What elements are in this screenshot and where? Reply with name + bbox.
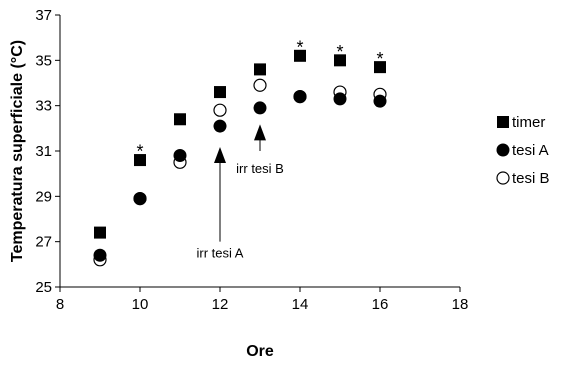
legend: timer tesi A tesi B	[496, 114, 550, 187]
data-point	[94, 226, 106, 239]
y-tick-label: 37	[35, 7, 52, 24]
data-point	[213, 103, 227, 117]
x-tick-label: 12	[212, 296, 229, 313]
annotation-label: irr tesi B	[236, 161, 284, 176]
data-point	[173, 149, 187, 163]
legend-label: timer	[512, 114, 545, 131]
y-axis-title: Temperatura superficiale (°C)	[9, 40, 26, 262]
data-point	[334, 54, 346, 67]
x-axis-title: Ore	[246, 343, 274, 360]
annotation-arrow-head	[214, 147, 226, 163]
data-point	[174, 113, 186, 126]
significance-star: *	[296, 37, 303, 57]
legend-label: tesi A	[512, 142, 549, 159]
data-point	[253, 78, 267, 92]
x-tick-label: 8	[56, 296, 64, 313]
significance-star: *	[336, 42, 343, 62]
data-point	[253, 101, 267, 115]
y-tick-label: 33	[35, 98, 52, 115]
data-point	[254, 63, 266, 76]
legend-label: tesi B	[512, 170, 550, 187]
legend-marker	[497, 116, 509, 128]
y-tick-label: 27	[35, 234, 52, 251]
annotation-arrow-head	[254, 124, 266, 141]
significance-star: *	[136, 142, 143, 162]
data-point	[214, 86, 226, 99]
y-tick-label: 25	[35, 279, 52, 296]
data-point	[93, 248, 107, 262]
data-point	[133, 192, 147, 206]
data-point	[333, 92, 347, 106]
series-timer	[94, 49, 386, 239]
data-point	[294, 49, 306, 62]
data-point	[213, 119, 227, 133]
annotation-label: irr tesi A	[197, 246, 244, 261]
x-tick-label: 16	[372, 296, 389, 313]
data-point	[374, 61, 386, 74]
axes: 25 27 29 31 33 35 37 8 10 12 14 16 18 Ore Temperatura …	[9, 7, 468, 360]
annotations: irr tesi A irr tesi B	[197, 124, 284, 261]
legend-marker	[496, 171, 510, 185]
y-tick-label: 35	[35, 52, 52, 69]
x-tick-label: 14	[292, 296, 309, 313]
y-tick-label: 31	[35, 143, 52, 160]
data-marks: * * * *	[93, 37, 387, 267]
data-point	[134, 154, 146, 167]
series-tesi-A	[93, 90, 387, 262]
y-tick-label: 29	[35, 188, 52, 205]
x-tick-label: 10	[132, 296, 149, 313]
significance-star: *	[376, 49, 383, 69]
x-tick-label: 18	[452, 296, 469, 313]
legend-marker	[496, 143, 510, 157]
data-point	[373, 94, 387, 108]
data-point	[293, 90, 307, 104]
